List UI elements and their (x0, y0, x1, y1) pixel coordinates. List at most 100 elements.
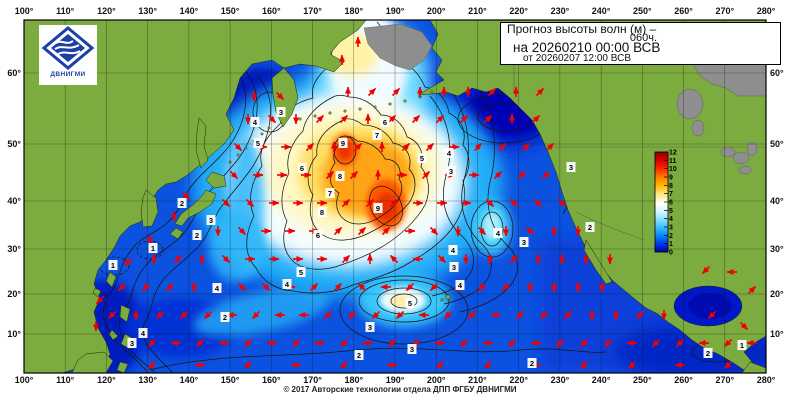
contour-label-value: 8 (320, 208, 324, 217)
island-chains (228, 90, 434, 164)
contour-label-value: 4 (496, 229, 501, 238)
wave-arrow (353, 142, 363, 152)
wave-arrow (107, 310, 117, 320)
lon-label-bottom: 190° (386, 375, 405, 385)
wave-arrow (165, 282, 175, 292)
wave-arrow (309, 282, 319, 292)
wave-arrow (723, 338, 733, 348)
wave-arrow (651, 338, 661, 348)
wave-arrow (485, 198, 495, 208)
wave-arrow (305, 142, 315, 152)
contour-label-value: 5 (256, 139, 260, 148)
wave-arrow (579, 338, 589, 348)
wave-arrow (341, 254, 351, 264)
wave-arrow (365, 198, 375, 208)
lon-label-bottom: 200° (427, 375, 446, 385)
wave-arrow (483, 114, 493, 124)
wave-arrow (349, 170, 359, 180)
wave-arrow (435, 360, 445, 370)
lon-label-top: 110° (56, 6, 75, 16)
lon-label-top: 120° (97, 6, 116, 16)
contour-label-value: 4 (215, 284, 220, 293)
contour-label-bg (519, 237, 529, 247)
land-baja (583, 239, 613, 285)
lon-label-bottom: 250° (633, 375, 652, 385)
lon-label-bottom: 110° (56, 375, 75, 385)
land-hokkaido (205, 171, 227, 189)
lon-label-top: 160° (262, 6, 281, 16)
contour-label-value: 3 (449, 167, 453, 176)
lon-label-bottom: 280° (757, 375, 776, 385)
wave-arrow (515, 310, 525, 320)
hudson-bay (691, 119, 705, 137)
wave-arrow (563, 310, 573, 320)
contour-label-value: 3 (209, 216, 213, 225)
contour-label-value: 2 (195, 231, 199, 240)
contour-label-bg (703, 348, 713, 358)
lat-label-left: 30° (7, 244, 21, 254)
contour-label-value: 6 (300, 164, 304, 173)
wave-arrow (333, 282, 343, 292)
wave-arrow (557, 198, 567, 208)
wave-arrow (389, 198, 399, 208)
contour-label-value: 1 (740, 341, 744, 350)
contour-label-bg (448, 245, 458, 255)
contour-label-bg (127, 338, 137, 348)
title-line-2: 060ч. (629, 32, 658, 44)
land-sakhalin (195, 117, 209, 169)
contour-label-bg (325, 188, 335, 198)
wave-arrow (243, 360, 253, 370)
wave-arrow (675, 338, 685, 348)
wave-arrow (487, 87, 497, 97)
contour-label-value: 2 (357, 351, 361, 360)
lon-label-bottom: 160° (262, 375, 281, 385)
wave-arrow (367, 87, 377, 97)
contour-label-bg (296, 267, 306, 277)
contour-label-value: 2 (706, 349, 710, 358)
contour-label-bg (276, 107, 286, 117)
contour-label-value: 4 (447, 149, 452, 158)
contour-label-bg (335, 171, 345, 181)
lon-label-bottom: 260° (674, 375, 693, 385)
contour-label-bg (317, 207, 327, 217)
wave-arrow (347, 310, 357, 320)
lon-label-bottom: 150° (221, 375, 240, 385)
land-sulawesi (116, 361, 129, 373)
wave-arrow (339, 360, 349, 370)
contour-label-bg (737, 340, 747, 350)
lat-label-left: 40° (7, 196, 21, 206)
hudson-bay (676, 88, 704, 120)
wave-arrow (341, 198, 351, 208)
lon-label-bottom: 170° (303, 375, 322, 385)
lon-label-bottom: 230° (551, 375, 570, 385)
contour-label-value: 4 (285, 280, 290, 289)
wave-arrow (459, 338, 469, 348)
lon-label-top: 140° (180, 6, 199, 16)
wave-arrow (525, 226, 535, 236)
colorbar-tick-label: 7 (669, 191, 673, 198)
contour-label-bg (338, 138, 348, 148)
wave-arrow (155, 310, 165, 320)
wave-arrow (147, 360, 157, 370)
wave-arrow (507, 338, 517, 348)
contour-label-bg (250, 117, 260, 127)
lon-label-bottom: 240° (592, 375, 611, 385)
wave-arrow (291, 338, 301, 348)
lon-label-top: 190° (386, 6, 405, 16)
lon-label-top: 170° (303, 6, 322, 16)
contour-label-bg (220, 312, 230, 322)
great-lakes (738, 165, 752, 175)
wave-arrow (147, 338, 157, 348)
lon-label-bottom: 100° (15, 375, 34, 385)
contour-label-bg (372, 130, 382, 140)
wave-arrow (141, 282, 151, 292)
colorbar-tick-label: 9 (669, 175, 673, 182)
lon-label-top: 130° (138, 6, 157, 16)
contour-label-bg (365, 322, 375, 332)
wave-arrow (603, 338, 613, 348)
lat-label-right: 20° (770, 289, 784, 299)
lon-label-top: 240° (592, 6, 611, 16)
